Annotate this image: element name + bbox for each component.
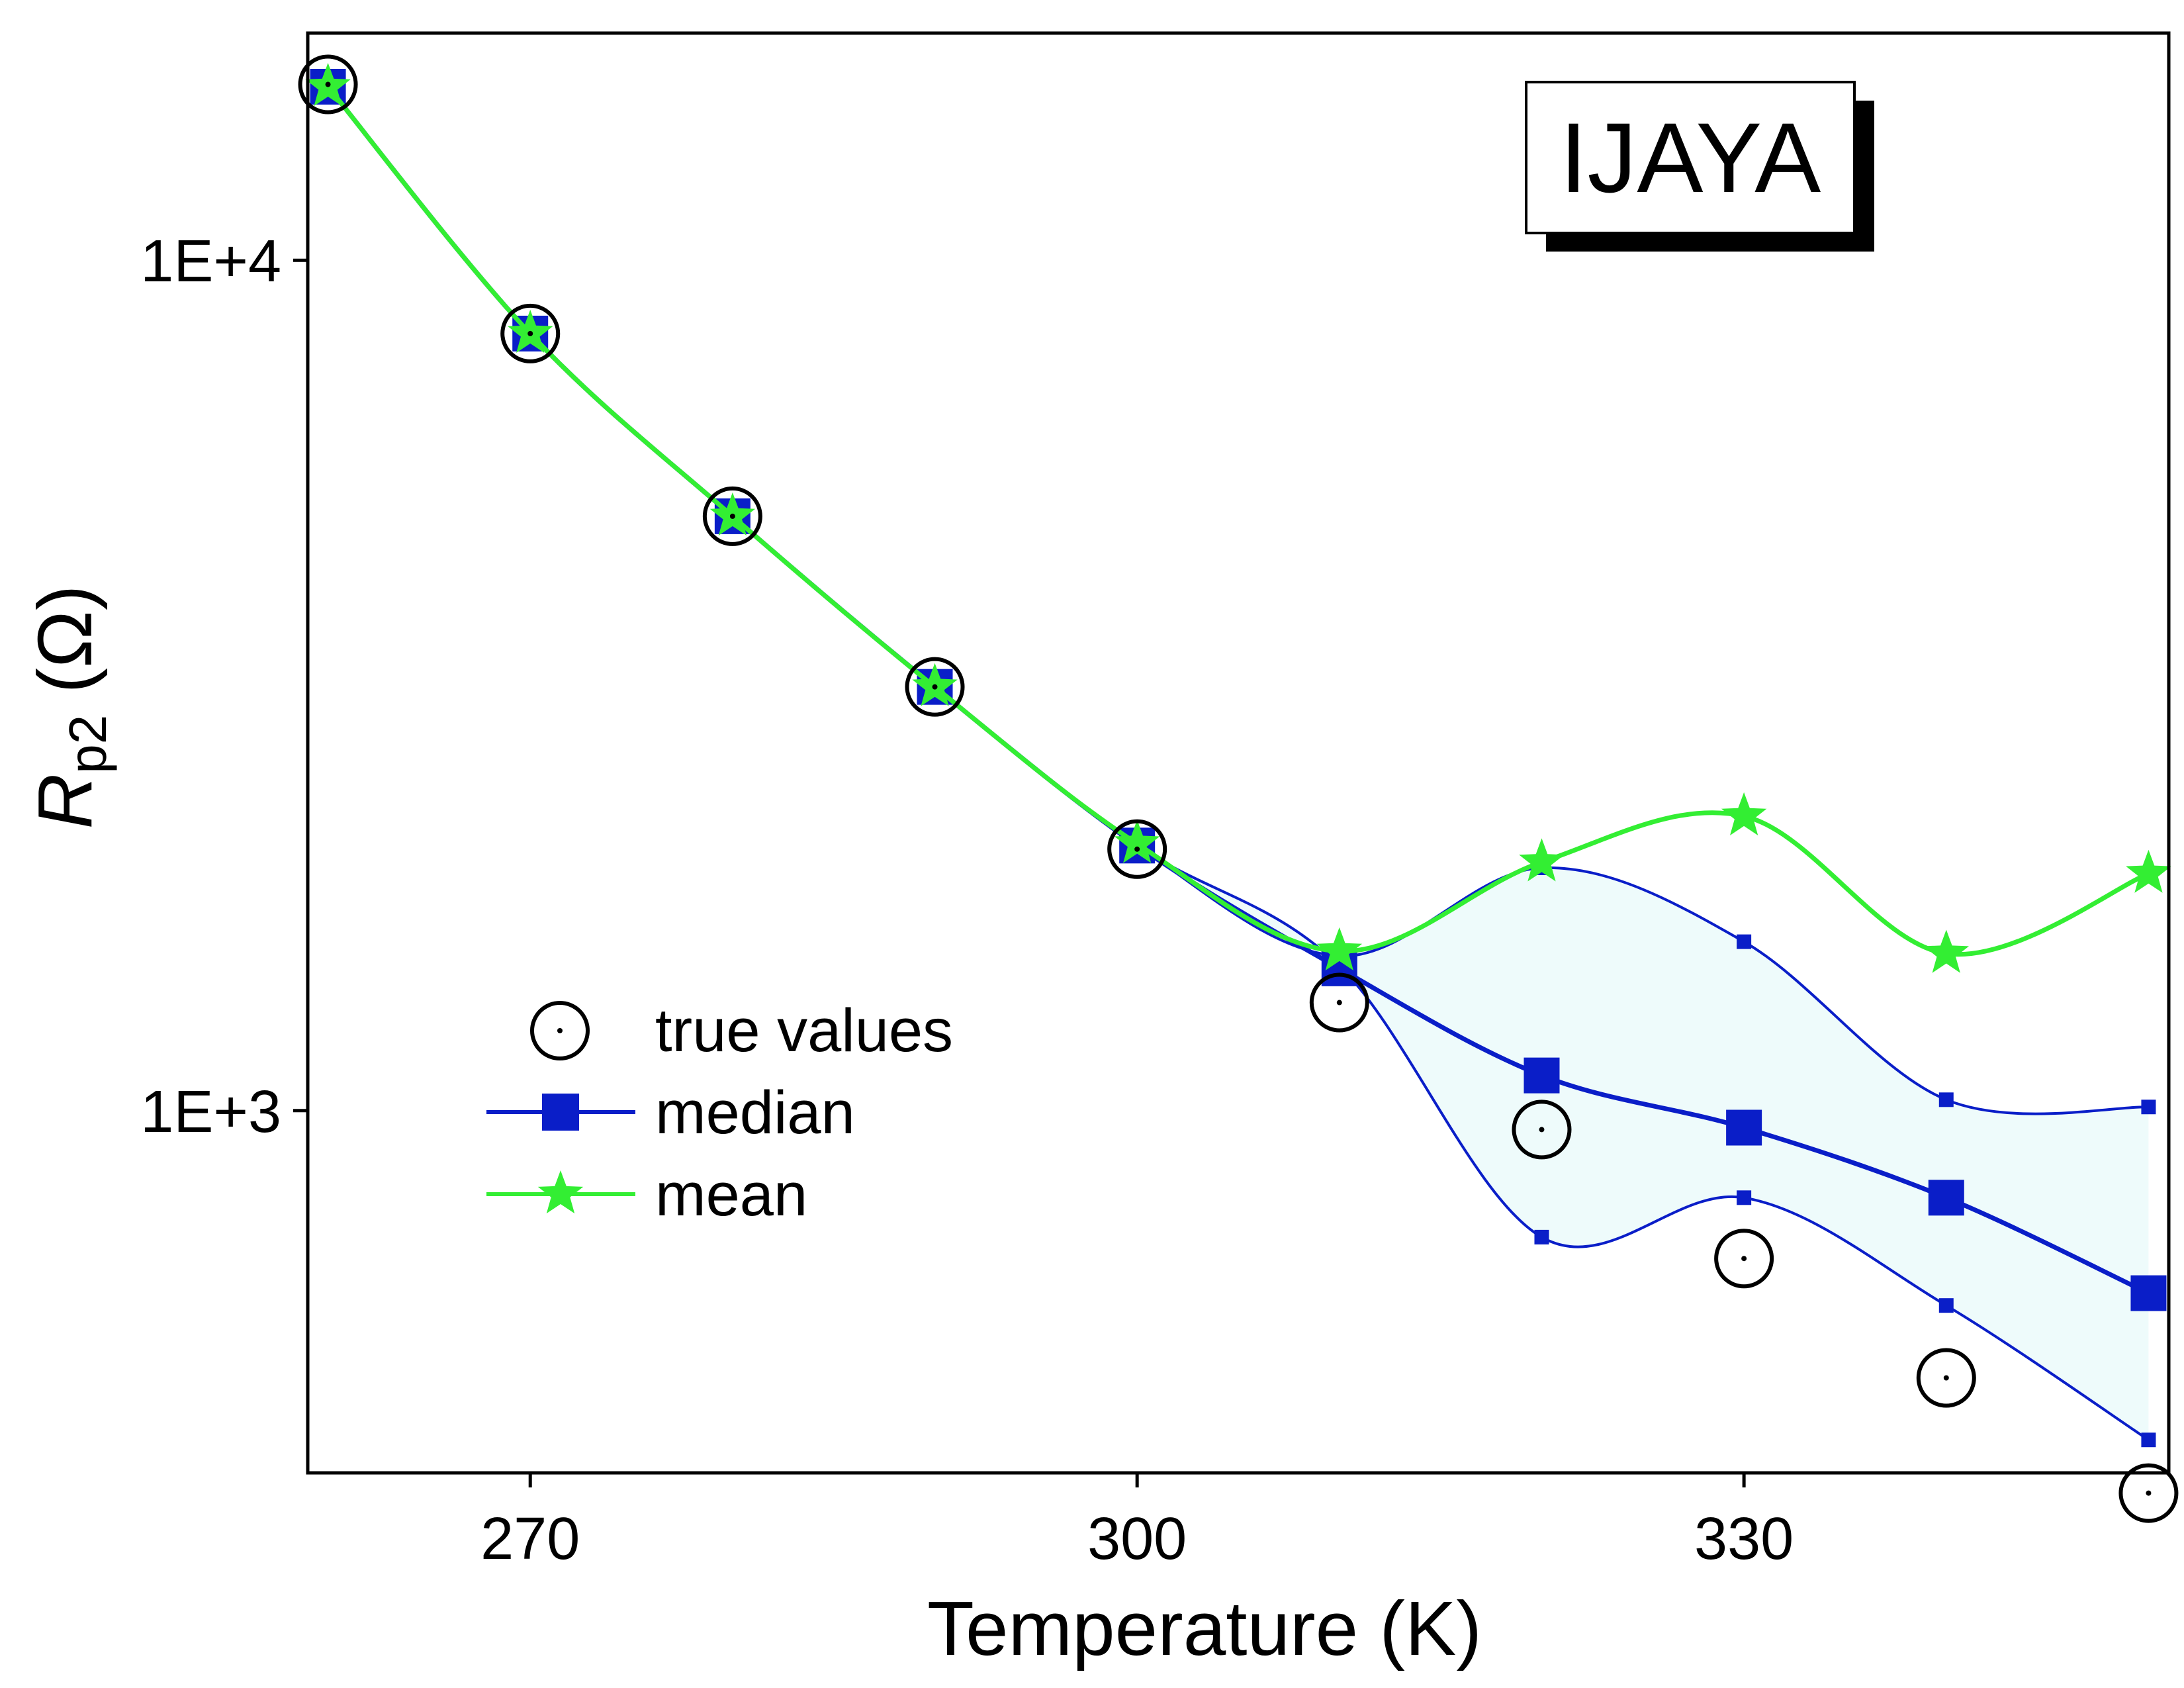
true-value-dot: [729, 513, 735, 519]
mean-point: [1316, 927, 1363, 970]
true-value-dot: [527, 330, 533, 336]
mean-point: [1721, 792, 1767, 835]
band-lower-point: [2141, 1432, 2156, 1448]
true-value-dot: [325, 81, 331, 87]
band-fill: [328, 87, 2149, 1440]
mean-point: [2126, 849, 2171, 893]
band-lower-point: [1534, 1229, 1549, 1244]
x-axis-title: Temperature (K): [927, 1585, 1482, 1671]
mean-point: [1114, 820, 1160, 863]
true-value-point: [2118, 1463, 2179, 1523]
true-value-point: [905, 657, 965, 717]
annotation-text: IJAYA: [1560, 102, 1821, 213]
true-value-point: [1916, 1348, 1976, 1408]
x-tick-label: 270: [480, 1506, 580, 1572]
true-value-dot: [932, 684, 938, 690]
legend-marker-median: [486, 1094, 635, 1131]
legend-label-median: median: [655, 1079, 855, 1147]
plot-frame: [306, 31, 2171, 1475]
legend-label-true-values: true values: [655, 997, 953, 1064]
axis-ticks: 270 300 330 1E+3 1E+4: [140, 228, 1794, 1572]
band-lower-point: [1737, 1190, 1752, 1205]
x-tick-label: 330: [1694, 1506, 1794, 1572]
plot-area: [298, 54, 2179, 1523]
median-point: [1726, 1109, 1762, 1146]
true-value-dot: [1134, 846, 1140, 852]
true-value-point: [1309, 972, 1369, 1033]
true-value-dot: [2146, 1490, 2152, 1496]
band-upper-point: [2141, 1100, 2156, 1115]
band-upper-point: [1938, 1092, 1954, 1107]
legend-label-mean: mean: [655, 1161, 807, 1229]
legend-marker-true-values: [530, 1001, 590, 1060]
legend-marker-mean: [486, 1170, 635, 1214]
band-lower-point: [1938, 1298, 1954, 1313]
true-value-dot: [1741, 1256, 1747, 1262]
mean-line: [326, 85, 2150, 957]
annotation-frame: [1525, 81, 1856, 234]
mean-point: [1519, 838, 1565, 882]
median-point: [2130, 1275, 2167, 1311]
median-point: [1524, 1057, 1560, 1094]
true-value-point: [1512, 1100, 1572, 1160]
true-value-dot: [1943, 1375, 1949, 1381]
true-value-point: [500, 303, 561, 363]
y-axis-title: Rp2 (Ω): [22, 585, 117, 829]
y-axis-title-subscript: p2: [58, 715, 117, 774]
median-point: [1928, 1180, 1964, 1216]
y-axis-title-symbol: R: [22, 774, 108, 829]
y-tick-label: 1E+4: [140, 228, 281, 295]
annotation-box: IJAYA: [1525, 81, 1874, 252]
mean-point: [1923, 929, 1969, 973]
x-tick-label: 300: [1087, 1506, 1187, 1572]
true-value-point: [702, 486, 762, 546]
true-value-dot: [1336, 1000, 1342, 1006]
y-tick-label: 1E+3: [140, 1079, 281, 1145]
true-value-point: [1714, 1229, 1774, 1289]
true-value-point: [298, 54, 358, 115]
band-upper-point: [1737, 934, 1752, 949]
legend: true values median mean: [486, 997, 953, 1229]
true-value-dot: [1539, 1127, 1545, 1133]
band-upper-line: [327, 85, 2149, 1115]
true-value-point: [1107, 819, 1167, 879]
y-axis-title-unit: (Ω): [22, 585, 108, 715]
